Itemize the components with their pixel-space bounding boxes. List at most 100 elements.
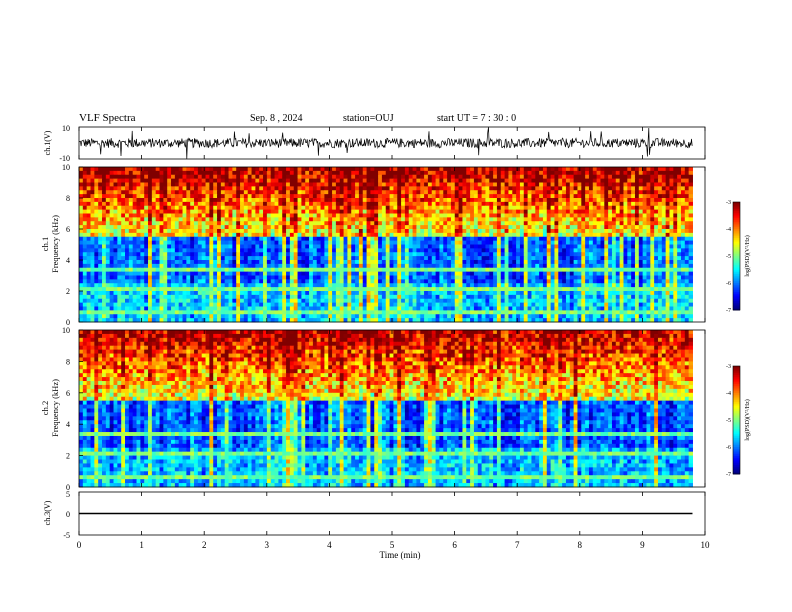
- ch1-spectrogram-cell: [174, 178, 180, 184]
- ch1-spectrogram-cell: [588, 167, 594, 172]
- ch1-spectrogram-cell: [397, 232, 402, 238]
- ch1-spectrogram-cell: [401, 194, 406, 199]
- ch1-spectrogram-cell: [673, 229, 678, 234]
- ch1-spectrogram-cell: [132, 263, 138, 269]
- ch1-spectrogram-cell: [508, 178, 513, 184]
- ch1-spectrogram-cell: [320, 182, 325, 187]
- ch1-spectrogram-cell: [347, 213, 352, 218]
- ch1-spectrogram-cell: [148, 252, 153, 257]
- ch1-spectrogram-cell: [527, 244, 532, 249]
- ch1-spectrogram-cell: [416, 232, 421, 238]
- ch1-spectrogram-cell: [619, 279, 624, 284]
- ch1-spectrogram-cell: [588, 205, 594, 211]
- ch1-spectrogram-cell: [450, 198, 456, 203]
- ch1-spectrogram-cell: [259, 236, 264, 242]
- ch1-spectrogram-cell: [535, 205, 540, 211]
- ch1-spectrogram-cell: [661, 190, 667, 195]
- ch1-spectrogram-cell: [642, 201, 647, 207]
- ch1-spectrogram-cell: [420, 198, 425, 203]
- ch1-spectrogram-cell: [454, 275, 460, 280]
- ch1-spectrogram-cell: [512, 256, 517, 261]
- ch1-spectrogram-cell: [539, 186, 544, 191]
- ch1-spectrogram-cell: [343, 236, 348, 242]
- ch1-spectrogram-cell: [155, 244, 161, 249]
- ch1-spectrogram-cell: [519, 267, 525, 273]
- ch1-spectrogram-cell: [243, 263, 249, 269]
- ch1-spectrogram-cell: [546, 209, 552, 215]
- ch1-spectrogram-cell: [634, 198, 640, 203]
- ch1-spectrogram-cell: [600, 217, 605, 222]
- ch1-spectrogram-cell: [297, 217, 302, 222]
- ch1-spectrogram-cell: [240, 256, 245, 261]
- ch1-spectrogram-cell: [496, 271, 502, 277]
- ch1-spectrogram-cell: [611, 271, 617, 277]
- ch1-spectrogram-cell: [485, 263, 490, 269]
- ch1-spectrogram-cell: [573, 198, 578, 203]
- ch1-spectrogram-cell: [504, 279, 509, 284]
- ch1-spectrogram-cell: [251, 279, 256, 284]
- ch1-spectrogram-cell: [669, 205, 674, 211]
- ch1-spectrogram-cell: [569, 271, 575, 277]
- ch1-spectrogram-cell: [466, 263, 471, 269]
- ch1-spectrogram-cell: [286, 221, 291, 226]
- ch1-spectrogram-cell: [531, 252, 536, 257]
- ch1-spectrogram-cell: [458, 178, 463, 184]
- ch1-spectrogram-cell: [654, 170, 659, 176]
- ch1-spectrogram-cell: [94, 244, 99, 249]
- ch1-spectrogram-cell: [470, 194, 475, 199]
- ch1-spectrogram-cell: [585, 252, 590, 257]
- ch1-spectrogram-cell: [600, 198, 605, 203]
- ch1-spectrogram-cell: [86, 194, 91, 199]
- ch1-spectrogram-cell: [592, 283, 598, 288]
- ch1-spectrogram-cell: [565, 252, 571, 257]
- ch1-spectrogram-cell: [523, 263, 529, 269]
- ch1-spectrogram-cell: [259, 271, 264, 277]
- ch1-spectrogram-cell: [251, 194, 256, 199]
- ch1-spectrogram-cell: [523, 170, 529, 176]
- ch1-spectrogram-cell: [201, 213, 207, 218]
- ch1-spectrogram-cell: [519, 205, 525, 211]
- ch1-spectrogram-cell: [309, 194, 314, 199]
- ch1-spectrogram-cell: [286, 267, 291, 273]
- ch1-spectrogram-cell: [109, 236, 114, 242]
- ch1-spectrogram-cell: [485, 170, 490, 176]
- ch1-spectrogram-cell: [657, 260, 663, 265]
- ch1-spectrogram-cell: [631, 267, 636, 273]
- ch1-spectrogram-cell: [466, 283, 471, 288]
- ch1-spectrogram-cell: [523, 236, 529, 242]
- ch1-spectrogram-cell: [600, 229, 605, 234]
- ch1-spectrogram-cell: [293, 178, 299, 184]
- ch1-spectrogram-cell: [523, 267, 529, 273]
- ch1-spectrogram-cell: [332, 275, 337, 280]
- ch1-spectrogram-cell: [332, 167, 337, 172]
- ch1-spectrogram-cell: [535, 198, 540, 203]
- ch1-spectrogram-cell: [389, 198, 394, 203]
- ch1-spectrogram-cell: [209, 240, 214, 246]
- ch1-spectrogram-cell: [562, 267, 567, 273]
- ch1-spectrogram-cell: [274, 232, 279, 238]
- ch1-spectrogram-cell: [362, 221, 368, 226]
- ch1-spectrogram-cell: [654, 190, 659, 195]
- ch1-spectrogram-cell: [151, 263, 157, 269]
- ch1-spectrogram-cell: [144, 170, 149, 176]
- ch1-spectrogram-cell: [661, 186, 667, 191]
- ch1-spectrogram-cell: [684, 283, 690, 288]
- ch1-spectrogram-cell: [236, 248, 241, 253]
- ch1-spectrogram-cell: [94, 167, 99, 172]
- ch1-spectrogram-cell: [627, 182, 632, 187]
- ch1-spectrogram-cell: [493, 240, 498, 246]
- ch1-spectrogram-cell: [105, 167, 111, 172]
- ch1-spectrogram-cell: [335, 229, 341, 234]
- ch1-spectrogram-cell: [443, 221, 448, 226]
- ch1-spectrogram-cell: [125, 225, 130, 230]
- ch1-spectrogram-cell: [619, 217, 624, 222]
- ch1-spectrogram-cell: [259, 283, 264, 288]
- ch1-spectrogram-cell: [263, 283, 268, 288]
- ch1-spectrogram-cell: [527, 186, 532, 191]
- ch1-spectrogram-cell: [140, 194, 145, 199]
- ch1-spectrogram-cell: [355, 190, 360, 195]
- ch1-spectrogram-cell: [565, 236, 571, 242]
- ch1-spectrogram-cell: [393, 256, 398, 261]
- ch1-spectrogram-cell: [286, 275, 291, 280]
